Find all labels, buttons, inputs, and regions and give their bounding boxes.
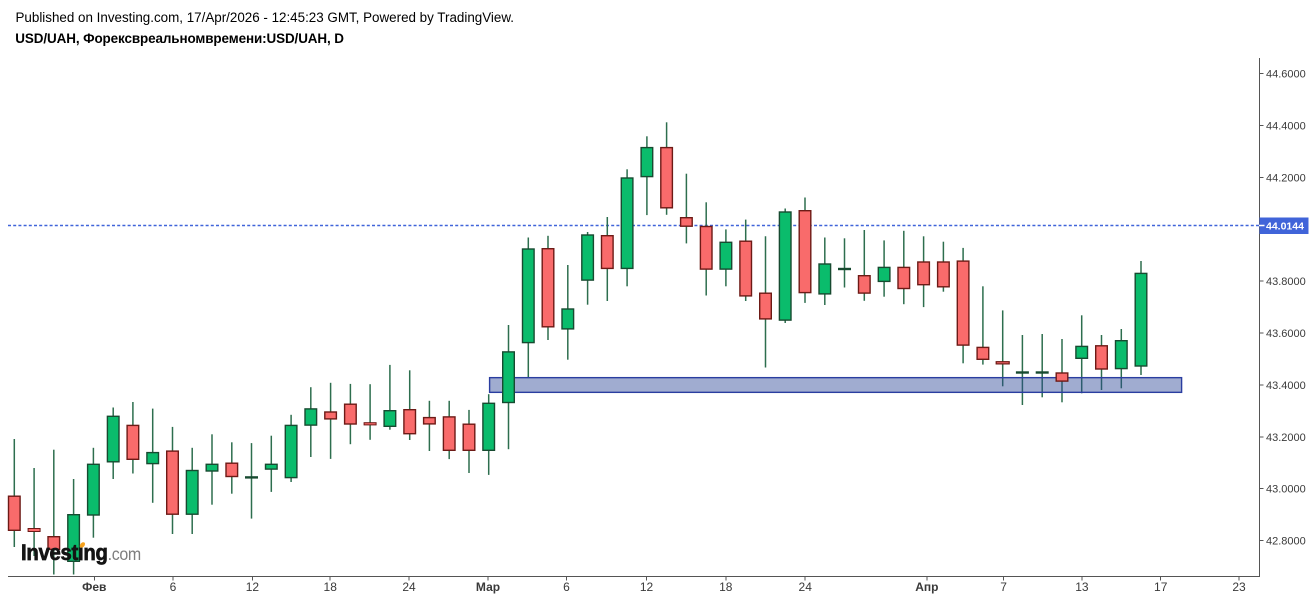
svg-text:12: 12 xyxy=(246,580,260,594)
svg-text:13: 13 xyxy=(1075,580,1089,594)
svg-text:43.0000: 43.0000 xyxy=(1266,483,1306,495)
svg-text:6: 6 xyxy=(170,580,177,594)
svg-text:44.2000: 44.2000 xyxy=(1266,172,1306,184)
svg-text:7: 7 xyxy=(1000,580,1007,594)
svg-text:23: 23 xyxy=(1232,580,1246,594)
svg-text:24: 24 xyxy=(402,580,416,594)
svg-text:43.8000: 43.8000 xyxy=(1266,276,1306,288)
svg-text:17: 17 xyxy=(1154,580,1168,594)
svg-text:43.6000: 43.6000 xyxy=(1266,328,1306,340)
svg-text:44.6000: 44.6000 xyxy=(1266,68,1306,80)
svg-text:18: 18 xyxy=(324,580,338,594)
svg-text:12: 12 xyxy=(640,580,654,594)
svg-text:43.2000: 43.2000 xyxy=(1266,432,1306,444)
svg-text:18: 18 xyxy=(719,580,733,594)
svg-text:Фев: Фев xyxy=(82,580,106,594)
svg-text:44.4000: 44.4000 xyxy=(1266,120,1306,132)
svg-text:42.8000: 42.8000 xyxy=(1266,535,1306,547)
svg-text:Мар: Мар xyxy=(476,580,500,594)
svg-text:Апр: Апр xyxy=(915,580,938,594)
svg-text:44.0144: 44.0144 xyxy=(1266,221,1304,233)
svg-text:6: 6 xyxy=(563,580,570,594)
svg-text:43.4000: 43.4000 xyxy=(1266,380,1306,392)
svg-text:24: 24 xyxy=(799,580,813,594)
